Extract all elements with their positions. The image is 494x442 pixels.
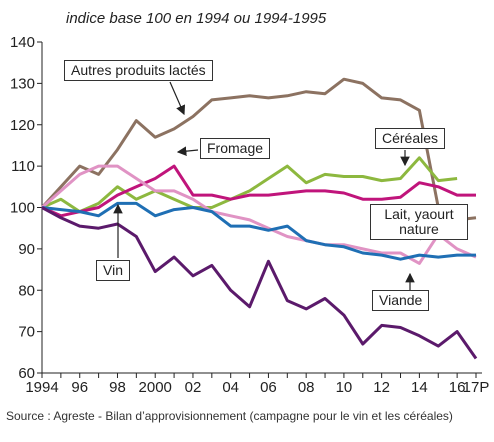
arrows <box>113 81 429 290</box>
x-tick-label: 17P <box>463 379 490 396</box>
x-tick-label: 2000 <box>139 379 172 396</box>
x-tick-label: 96 <box>71 379 88 396</box>
y-tick-label: 70 <box>18 324 35 341</box>
y-tick-label: 140 <box>10 34 35 51</box>
label-box: Autres produits lactés <box>64 60 213 81</box>
y-tick-label: 80 <box>18 282 35 299</box>
x-tick-label: 1994 <box>25 379 58 396</box>
y-tick-label: 100 <box>10 200 35 217</box>
x-tick-label: 14 <box>411 379 428 396</box>
y-tick-label: 110 <box>11 158 35 175</box>
label-box: Fromage <box>200 138 271 159</box>
source: Source : Agreste - Bilan d’approvisionne… <box>6 409 453 423</box>
y-tick-label: 60 <box>18 365 35 382</box>
y-tick-label: 120 <box>10 117 35 134</box>
x-tick-label: 10 <box>336 379 353 396</box>
x-tick-label: 06 <box>260 379 277 396</box>
label-box: Céréales <box>375 128 446 149</box>
y-tick-label: 90 <box>18 241 35 258</box>
series-line <box>41 156 458 214</box>
x-tick-label: 02 <box>185 379 202 396</box>
series-line <box>41 164 477 265</box>
x-tick-label: 12 <box>373 379 390 396</box>
x-tick-label: 98 <box>109 379 126 396</box>
series-line <box>41 164 476 218</box>
series-line <box>40 77 477 222</box>
x-tick-label: 08 <box>298 379 315 396</box>
label-box: Viande <box>372 290 430 311</box>
label-box: Lait, yaourt nature <box>370 204 468 240</box>
y-tick-label: 130 <box>10 75 35 92</box>
series-line <box>41 206 478 360</box>
x-tick-label: 04 <box>222 379 239 396</box>
x-tick-label: 16 <box>449 379 466 396</box>
subtitle: indice base 100 en 1994 ou 1994-1995 <box>66 10 327 27</box>
label-box: Vin <box>96 260 130 281</box>
